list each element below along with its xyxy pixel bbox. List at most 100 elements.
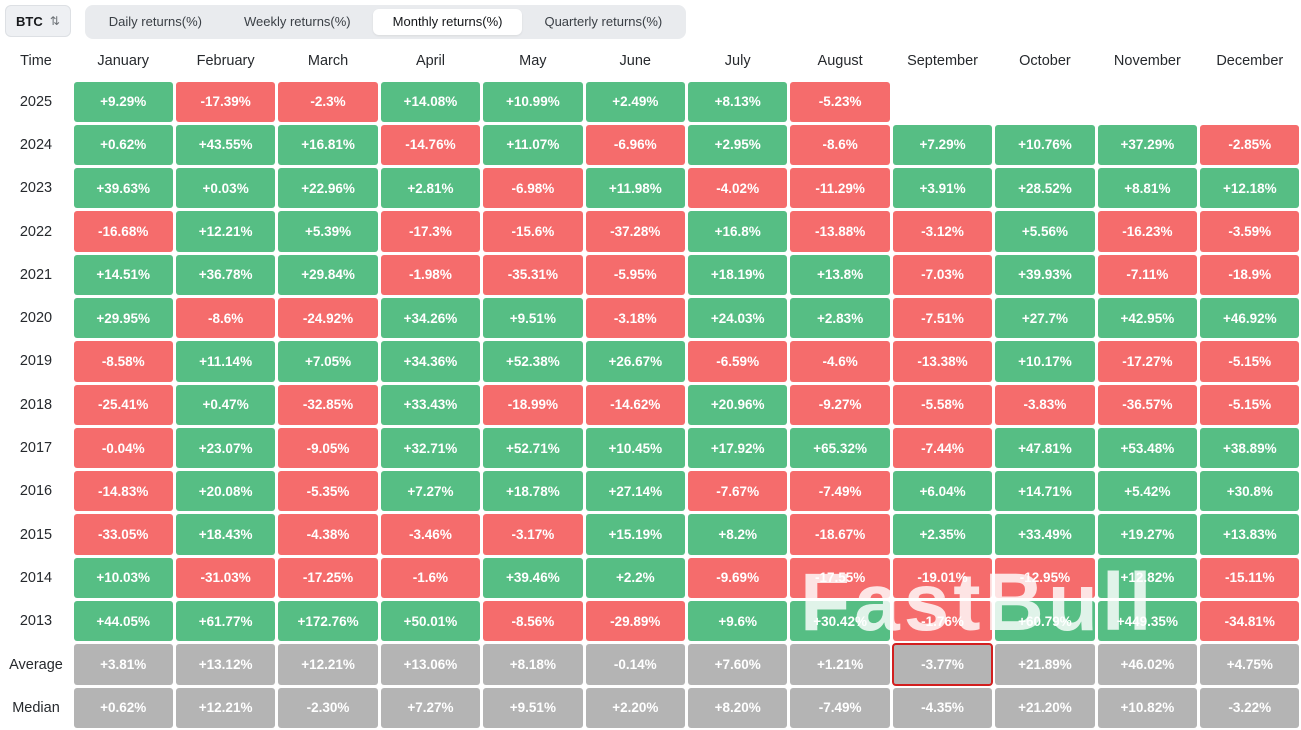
cell-2024-april[interactable]: -14.76% — [380, 124, 481, 166]
cell-median-january[interactable]: +0.62% — [73, 687, 173, 728]
cell-2013-october[interactable]: +60.79% — [995, 601, 1095, 642]
cell-2015-december[interactable]: +13.83% — [1200, 514, 1300, 555]
cell-2023-december[interactable]: +12.18% — [1200, 168, 1300, 209]
cell-median-july[interactable]: +8.20% — [687, 687, 788, 728]
cell-2020-june[interactable]: -3.18% — [585, 297, 685, 339]
cell-2023-july[interactable]: -4.02% — [687, 168, 788, 209]
cell-2018-june[interactable]: -14.62% — [585, 384, 685, 425]
cell-2019-june[interactable]: +26.67% — [585, 341, 685, 382]
cell-2017-july[interactable]: +17.92% — [687, 427, 788, 469]
cell-2019-october[interactable]: +10.17% — [995, 341, 1095, 382]
cell-2015-october[interactable]: +33.49% — [995, 514, 1095, 555]
cell-2013-january[interactable]: +44.05% — [73, 601, 173, 642]
cell-2020-may[interactable]: +9.51% — [483, 297, 583, 339]
cell-2014-september[interactable]: -19.01% — [892, 557, 993, 599]
cell-2021-march[interactable]: +29.84% — [278, 254, 378, 295]
cell-2015-march[interactable]: -4.38% — [278, 514, 378, 555]
cell-2017-december[interactable]: +38.89% — [1200, 427, 1300, 469]
cell-2022-june[interactable]: -37.28% — [585, 211, 685, 252]
cell-2021-june[interactable]: -5.95% — [585, 254, 685, 295]
cell-median-october[interactable]: +21.20% — [995, 687, 1095, 728]
cell-2018-may[interactable]: -18.99% — [483, 384, 583, 425]
cell-2016-october[interactable]: +14.71% — [995, 471, 1095, 512]
cell-2021-may[interactable]: -35.31% — [483, 254, 583, 295]
cell-2019-september[interactable]: -13.38% — [892, 341, 993, 382]
cell-2020-january[interactable]: +29.95% — [73, 297, 173, 339]
cell-2016-april[interactable]: +7.27% — [380, 471, 481, 512]
cell-2018-september[interactable]: -5.58% — [892, 384, 993, 425]
cell-2021-july[interactable]: +18.19% — [687, 254, 788, 295]
cell-2021-december[interactable]: -18.9% — [1200, 254, 1300, 295]
cell-average-january[interactable]: +3.81% — [73, 644, 173, 685]
cell-2014-july[interactable]: -9.69% — [687, 557, 788, 599]
cell-median-september[interactable]: -4.35% — [892, 687, 993, 728]
cell-2024-march[interactable]: +16.81% — [278, 124, 378, 166]
cell-2024-september[interactable]: +7.29% — [892, 124, 993, 166]
cell-2019-may[interactable]: +52.38% — [483, 341, 583, 382]
cell-2019-march[interactable]: +7.05% — [278, 341, 378, 382]
cell-median-march[interactable]: -2.30% — [278, 687, 378, 728]
cell-2018-february[interactable]: +0.47% — [175, 384, 276, 425]
cell-2023-june[interactable]: +11.98% — [585, 168, 685, 209]
cell-2016-september[interactable]: +6.04% — [892, 471, 993, 512]
cell-2022-december[interactable]: -3.59% — [1200, 211, 1300, 252]
cell-2017-august[interactable]: +65.32% — [790, 427, 890, 469]
cell-2018-december[interactable]: -5.15% — [1200, 384, 1300, 425]
cell-2023-february[interactable]: +0.03% — [175, 168, 276, 209]
cell-2013-december[interactable]: -34.81% — [1200, 601, 1300, 642]
cell-2017-november[interactable]: +53.48% — [1097, 427, 1198, 469]
cell-2022-march[interactable]: +5.39% — [278, 211, 378, 252]
cell-2015-november[interactable]: +19.27% — [1097, 514, 1198, 555]
cell-2020-july[interactable]: +24.03% — [687, 297, 788, 339]
cell-2024-january[interactable]: +0.62% — [73, 124, 173, 166]
cell-2016-may[interactable]: +18.78% — [483, 471, 583, 512]
cell-2013-august[interactable]: +30.42% — [790, 601, 890, 642]
cell-2018-july[interactable]: +20.96% — [687, 384, 788, 425]
cell-2014-april[interactable]: -1.6% — [380, 557, 481, 599]
cell-2018-april[interactable]: +33.43% — [380, 384, 481, 425]
cell-median-february[interactable]: +12.21% — [175, 687, 276, 728]
cell-2018-january[interactable]: -25.41% — [73, 384, 173, 425]
cell-2021-october[interactable]: +39.93% — [995, 254, 1095, 295]
tab-quarterly-returns[interactable]: Quarterly returns(%) — [524, 9, 682, 35]
cell-2025-may[interactable]: +10.99% — [483, 81, 583, 122]
cell-2017-may[interactable]: +52.71% — [483, 427, 583, 469]
cell-2016-november[interactable]: +5.42% — [1097, 471, 1198, 512]
cell-2018-august[interactable]: -9.27% — [790, 384, 890, 425]
cell-2017-october[interactable]: +47.81% — [995, 427, 1095, 469]
cell-2013-september[interactable]: -1.76% — [892, 601, 993, 642]
cell-2013-february[interactable]: +61.77% — [175, 601, 276, 642]
cell-2016-july[interactable]: -7.67% — [687, 471, 788, 512]
cell-2024-august[interactable]: -8.6% — [790, 124, 890, 166]
cell-2014-may[interactable]: +39.46% — [483, 557, 583, 599]
cell-2022-september[interactable]: -3.12% — [892, 211, 993, 252]
cell-2025-august[interactable]: -5.23% — [790, 81, 890, 122]
cell-average-october[interactable]: +21.89% — [995, 644, 1095, 685]
cell-2020-november[interactable]: +42.95% — [1097, 297, 1198, 339]
cell-2020-september[interactable]: -7.51% — [892, 297, 993, 339]
cell-2020-august[interactable]: +2.83% — [790, 297, 890, 339]
cell-2013-march[interactable]: +172.76% — [278, 601, 378, 642]
cell-2018-october[interactable]: -3.83% — [995, 384, 1095, 425]
cell-2022-january[interactable]: -16.68% — [73, 211, 173, 252]
cell-2017-january[interactable]: -0.04% — [73, 427, 173, 469]
tab-daily-returns[interactable]: Daily returns(%) — [89, 9, 222, 35]
cell-2016-march[interactable]: -5.35% — [278, 471, 378, 512]
cell-2014-june[interactable]: +2.2% — [585, 557, 685, 599]
cell-2022-february[interactable]: +12.21% — [175, 211, 276, 252]
cell-2022-august[interactable]: -13.88% — [790, 211, 890, 252]
cell-2019-july[interactable]: -6.59% — [687, 341, 788, 382]
cell-2021-august[interactable]: +13.8% — [790, 254, 890, 295]
cell-2022-may[interactable]: -15.6% — [483, 211, 583, 252]
cell-2022-november[interactable]: -16.23% — [1097, 211, 1198, 252]
cell-average-february[interactable]: +13.12% — [175, 644, 276, 685]
cell-2022-april[interactable]: -17.3% — [380, 211, 481, 252]
cell-2014-february[interactable]: -31.03% — [175, 557, 276, 599]
cell-2020-april[interactable]: +34.26% — [380, 297, 481, 339]
cell-median-may[interactable]: +9.51% — [483, 687, 583, 728]
cell-2019-november[interactable]: -17.27% — [1097, 341, 1198, 382]
cell-2013-april[interactable]: +50.01% — [380, 601, 481, 642]
cell-average-august[interactable]: +1.21% — [790, 644, 890, 685]
cell-2019-april[interactable]: +34.36% — [380, 341, 481, 382]
cell-average-may[interactable]: +8.18% — [483, 644, 583, 685]
